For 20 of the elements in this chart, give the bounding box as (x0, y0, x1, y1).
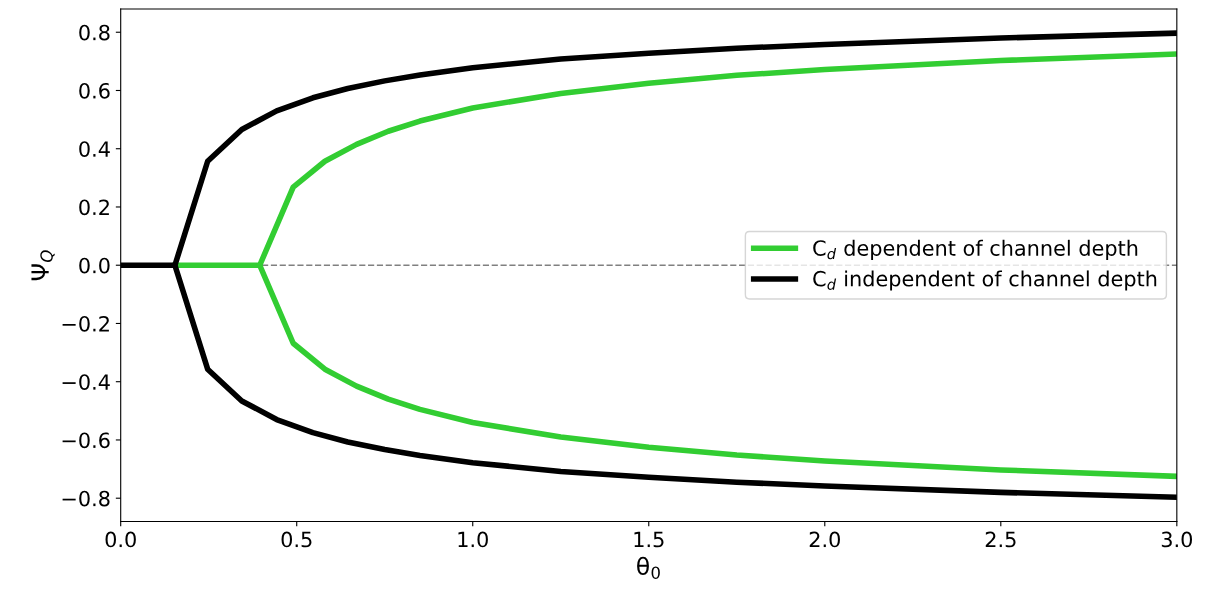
y-tick-label: −0.6 (62, 432, 110, 449)
x-tick-label: 2.5 (985, 531, 1016, 548)
y-tick-label: 0.4 (79, 141, 110, 157)
y-tick-label: −0.8 (62, 490, 110, 507)
y-tick-label: 0.0 (79, 257, 110, 274)
x-tick-label: 0.5 (281, 531, 312, 548)
x-tick-label: 0.0 (105, 531, 136, 548)
y-axis-title: Ψ$_{Q}$ (31, 250, 55, 281)
x-tick-label: 1.0 (458, 531, 488, 548)
legend-label: C$_{d}$ dependent of channel depth (813, 239, 1138, 260)
y-tick-label: 0.8 (79, 24, 110, 41)
x-tick-label: 3.0 (1161, 531, 1193, 548)
legend-label: C$_{d}$ independent of channel depth (813, 270, 1157, 291)
y-tick-label: −0.2 (62, 315, 109, 332)
x-tick-label: 2.0 (809, 531, 840, 548)
y-tick-label: 0.2 (79, 199, 109, 216)
x-tick-label: 1.5 (634, 531, 664, 548)
y-tick-label: −0.4 (62, 374, 110, 390)
y-tick-label: 0.6 (79, 82, 110, 99)
x-axis-title: θ$_{0}$ (637, 556, 660, 579)
